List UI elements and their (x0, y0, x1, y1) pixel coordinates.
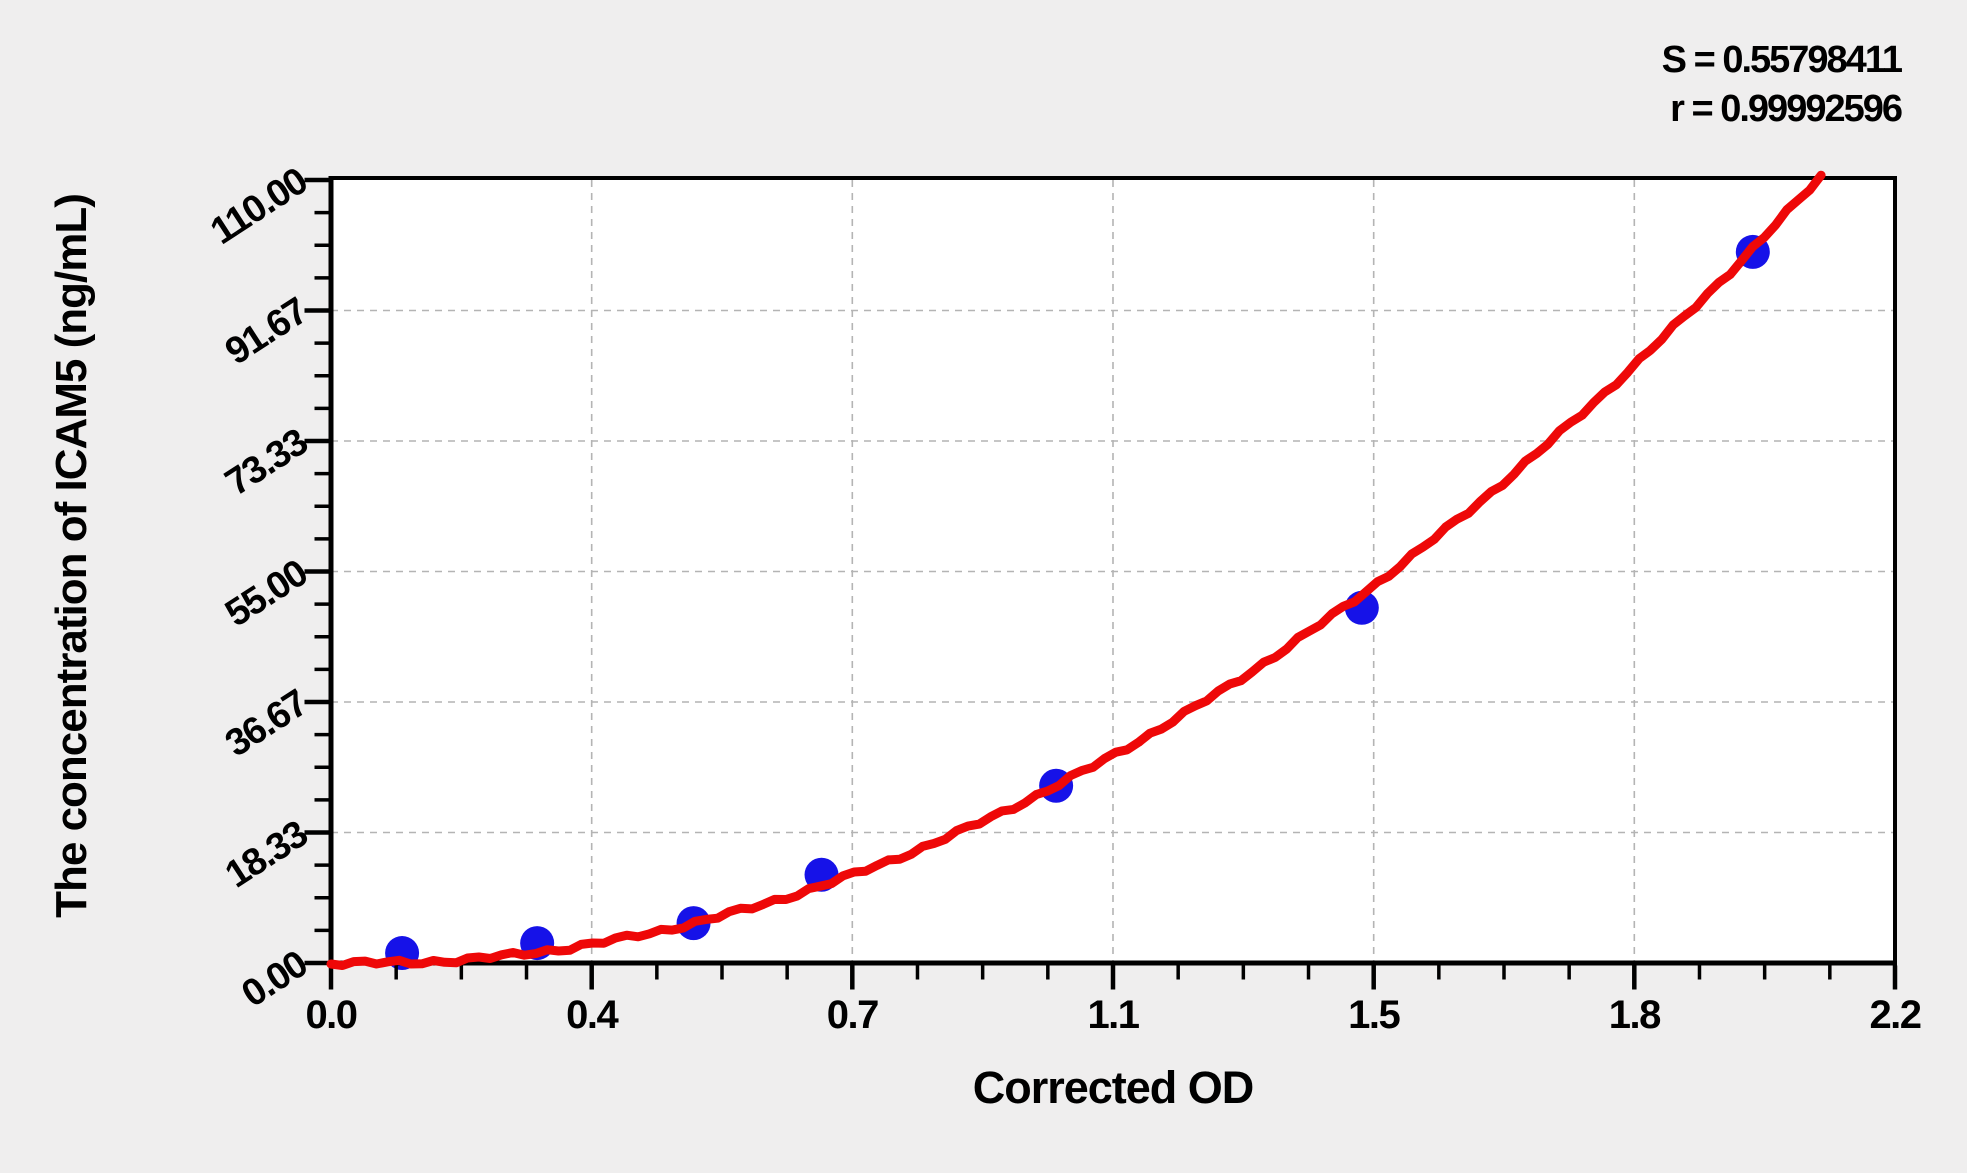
x-tick-label: 1.1 (1087, 993, 1140, 1037)
fit-statistics: S = 0.55798411 r = 0.99992596 (1661, 36, 1903, 134)
fit-stat-s: S = 0.55798411 (1661, 39, 1903, 81)
x-tick-label: 1.5 (1348, 993, 1401, 1037)
x-tick-label: 1.8 (1608, 993, 1662, 1037)
x-tick-label: 2.2 (1869, 993, 1922, 1037)
fit-stat-r: r = 0.99992596 (1670, 88, 1903, 130)
fit-curve (326, 170, 1826, 970)
x-tick-label: 0.0 (305, 993, 358, 1037)
x-axis-title: Corrected OD (972, 1062, 1255, 1113)
x-tick-label: 0.4 (566, 993, 619, 1037)
x-tick-label: 0.7 (826, 993, 880, 1037)
